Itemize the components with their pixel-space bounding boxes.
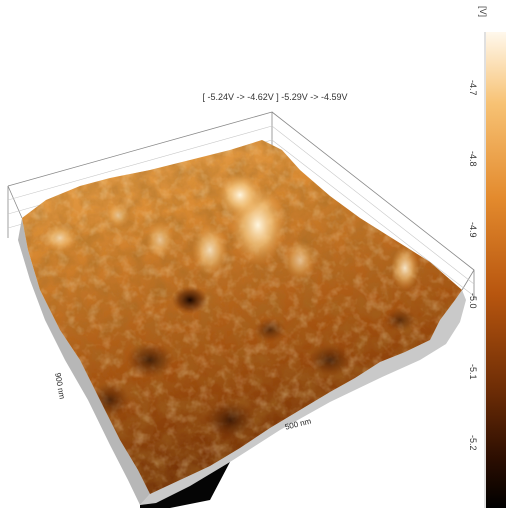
surface-base-left xyxy=(18,218,150,505)
potential-range-header: [ -5.24V -> -4.62V ] -5.29V -> -4.59V xyxy=(202,92,348,102)
colorbar-tick: -4.8 xyxy=(468,151,478,167)
bounding-box xyxy=(7,111,475,300)
surface-topography xyxy=(22,140,462,494)
colorbar-tick: -5.1 xyxy=(468,364,478,380)
colorbar-tick: -5.2 xyxy=(468,435,478,451)
colorbar-tick: -4.7 xyxy=(468,80,478,96)
colorbar-unit: [V] xyxy=(478,6,488,18)
surface-base xyxy=(140,290,466,505)
colorbar-gradient xyxy=(486,32,506,508)
surface-base-shadow xyxy=(140,462,230,508)
colorbar-tick: -4.9 xyxy=(468,222,478,238)
colorbar-tick: -5.0 xyxy=(468,293,478,309)
